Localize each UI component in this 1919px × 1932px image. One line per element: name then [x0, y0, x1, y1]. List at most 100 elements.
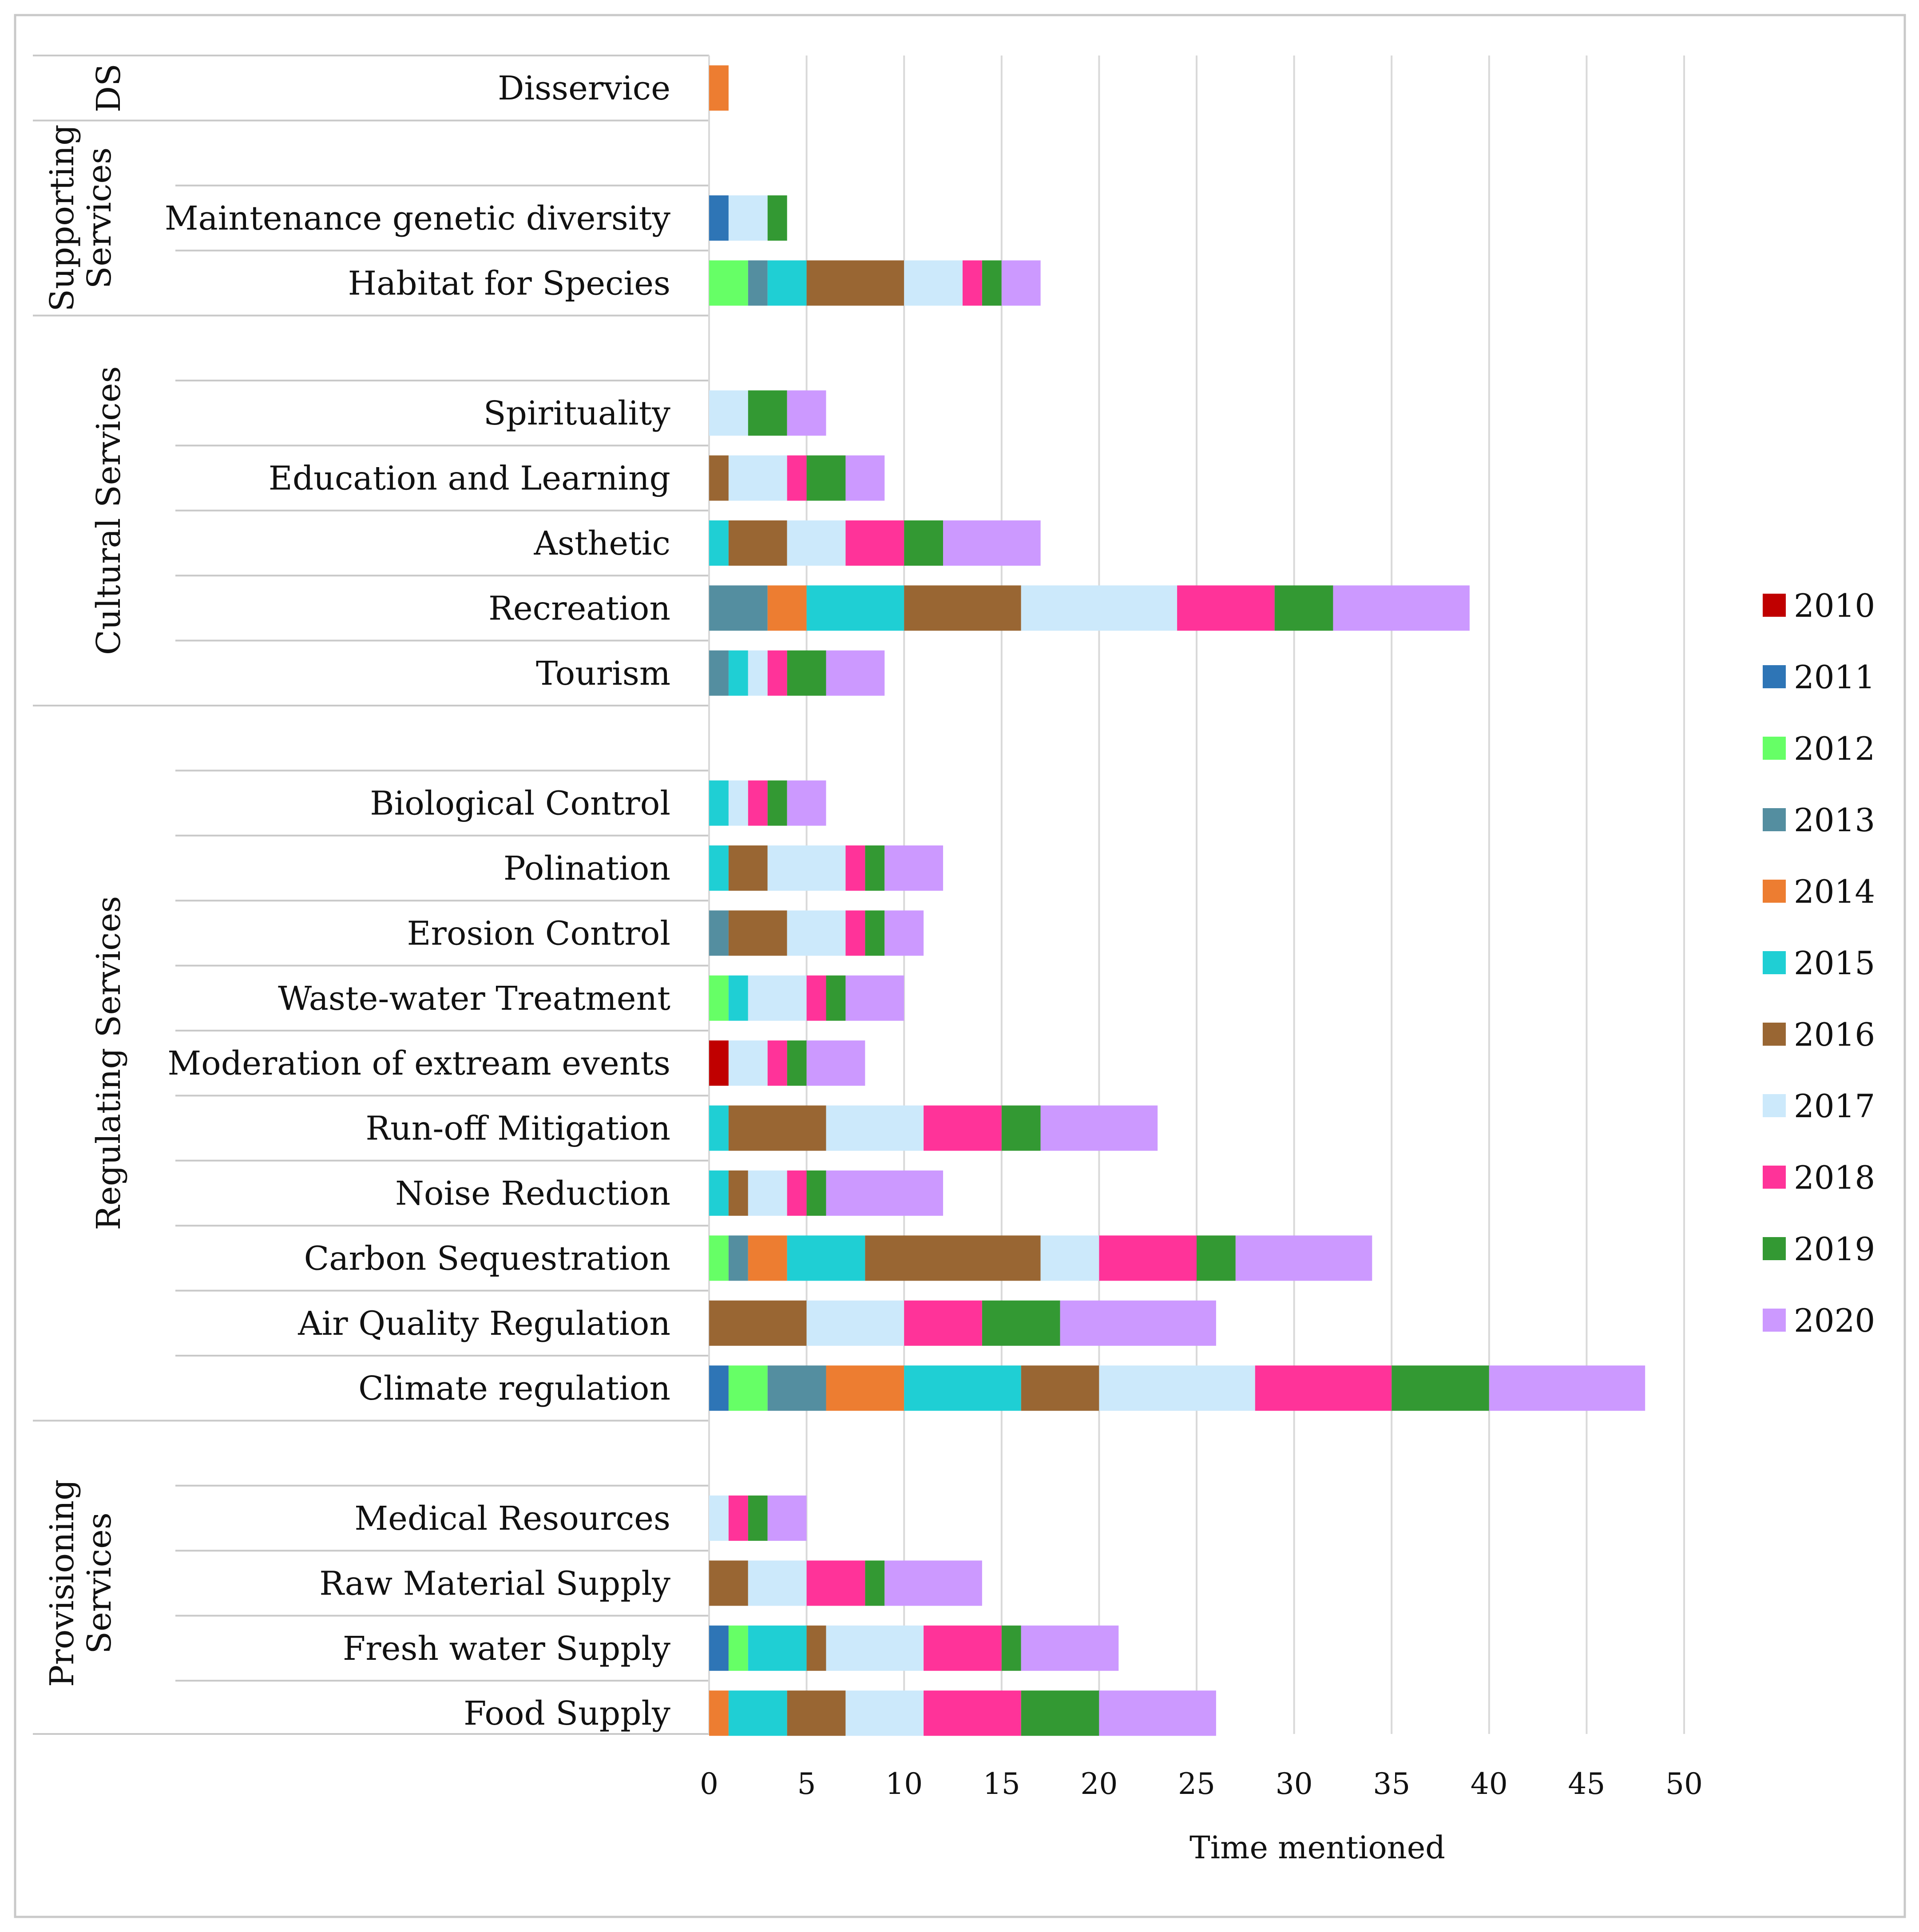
bar-segment-2017	[728, 455, 787, 501]
bar-segment-2020	[787, 780, 826, 826]
bar-segment-2019	[767, 195, 787, 241]
bar-segment-2016	[787, 1690, 846, 1736]
x-tick-label: 45	[1568, 1767, 1605, 1801]
bar-segment-2018	[1099, 1235, 1197, 1281]
bar-segment-2013	[728, 1235, 748, 1281]
bar-segment-2020	[826, 1170, 944, 1216]
category-label: Habitat for Species	[348, 264, 670, 302]
x-axis-title: Time mentioned	[1189, 1829, 1445, 1866]
category-label: Education and Learning	[269, 460, 670, 498]
bar-segment-2020	[884, 910, 924, 956]
bar-segment-2020	[943, 520, 1041, 566]
bar-segment-2018	[845, 910, 865, 956]
bar-segment-2017	[806, 1300, 904, 1346]
bar-segment-2019	[748, 1496, 768, 1541]
bar-segment-2019	[865, 910, 885, 956]
bar-segment-2019	[806, 1170, 826, 1216]
legend-label: 2012	[1794, 730, 1875, 767]
bar-segment-2020	[845, 975, 904, 1021]
bar-segment-2020	[767, 1496, 807, 1541]
bar-segment-2011	[709, 1365, 729, 1411]
legend-swatch-2011	[1763, 665, 1786, 688]
bar-segment-2015	[709, 520, 729, 566]
bar-segment-2015	[728, 975, 748, 1021]
bar-segment-2018	[787, 1170, 807, 1216]
bar-segment-2017	[1099, 1365, 1255, 1411]
bar-segment-2019	[865, 1560, 885, 1606]
bar-segment-2013	[709, 910, 729, 956]
group-label-line: Regulating Services	[90, 896, 128, 1230]
x-tick-label: 15	[983, 1767, 1020, 1801]
bar-segment-2011	[709, 195, 729, 241]
bar-segment-2015	[748, 1625, 807, 1671]
bar-segment-2020	[1333, 585, 1470, 631]
bar-segment-2015	[904, 1365, 1021, 1411]
bar-segment-2015	[767, 260, 807, 306]
legend-label: 2015	[1794, 944, 1875, 982]
legend-swatch-2018	[1763, 1166, 1786, 1189]
bar-segment-2014	[709, 1690, 729, 1736]
group-label-line: Services	[80, 147, 119, 289]
legend-swatch-2014	[1763, 880, 1786, 903]
bar-segment-2015	[709, 1105, 729, 1151]
bar-segment-2020	[884, 1560, 982, 1606]
x-tick-label: 0	[700, 1767, 718, 1801]
category-label: Biological Control	[370, 785, 670, 823]
bar-segment-2019	[767, 780, 787, 826]
bar-segment-2010	[709, 1040, 729, 1086]
bar-segment-2019	[748, 390, 787, 436]
legend-swatch-2012	[1763, 737, 1786, 760]
bar-segment-2019	[1001, 1625, 1021, 1671]
bar-segment-2018	[767, 1040, 787, 1086]
category-label: Polination	[504, 849, 670, 888]
bar-segment-2016	[865, 1235, 1041, 1281]
category-label: Food Supply	[464, 1694, 670, 1733]
bar-segment-2019	[1392, 1365, 1489, 1411]
legend-label: 2011	[1794, 659, 1875, 696]
bar-segment-2016	[728, 1170, 748, 1216]
bar-segment-2019	[1001, 1105, 1041, 1151]
bar-segment-2013	[767, 1365, 826, 1411]
bar-segment-2014	[709, 65, 729, 111]
legend-label: 2016	[1794, 1016, 1875, 1053]
bar-segment-2017	[826, 1105, 924, 1151]
category-label: Noise Reduction	[395, 1174, 670, 1213]
bar-segment-2020	[1060, 1300, 1216, 1346]
bar-segment-2019	[982, 260, 1002, 306]
bar-segment-2020	[1001, 260, 1041, 306]
category-label: Recreation	[488, 589, 670, 627]
bar-segment-2015	[728, 1690, 787, 1736]
group-label-line: Cultural Services	[90, 366, 128, 655]
bar-segment-2013	[709, 585, 768, 631]
category-label: Erosion Control	[407, 914, 670, 952]
bar-segment-2016	[728, 1105, 826, 1151]
category-label: Carbon Sequestration	[304, 1239, 670, 1277]
bar-segment-2017	[728, 780, 748, 826]
bar-segment-2016	[728, 845, 768, 891]
bar-segment-2012	[728, 1625, 748, 1671]
legend-swatch-2010	[1763, 594, 1786, 617]
legend-label: 2014	[1794, 873, 1875, 910]
bar-segment-2018	[787, 455, 807, 501]
bar-segment-2016	[806, 260, 904, 306]
bar-segment-2017	[748, 975, 807, 1021]
bar-segment-2016	[1021, 1365, 1099, 1411]
bar-segment-2012	[709, 260, 748, 306]
bar-segment-2018	[924, 1690, 1021, 1736]
bar-segment-2019	[865, 845, 885, 891]
bar-segment-2017	[1021, 585, 1178, 631]
bar-segment-2020	[884, 845, 944, 891]
bar-segment-2019	[787, 1040, 807, 1086]
bar-segment-2015	[709, 845, 729, 891]
bar-segment-2019	[806, 455, 846, 501]
bar-segment-2020	[1040, 1105, 1158, 1151]
legend-swatch-2016	[1763, 1023, 1786, 1046]
category-label: Raw Material Supply	[319, 1564, 670, 1603]
group-label-line: Services	[80, 1512, 119, 1654]
bar-segment-2016	[728, 520, 787, 566]
bar-segment-2014	[767, 585, 807, 631]
bar-segment-2019	[826, 975, 846, 1021]
bar-segment-2017	[748, 650, 768, 696]
bar-segment-2020	[806, 1040, 865, 1086]
